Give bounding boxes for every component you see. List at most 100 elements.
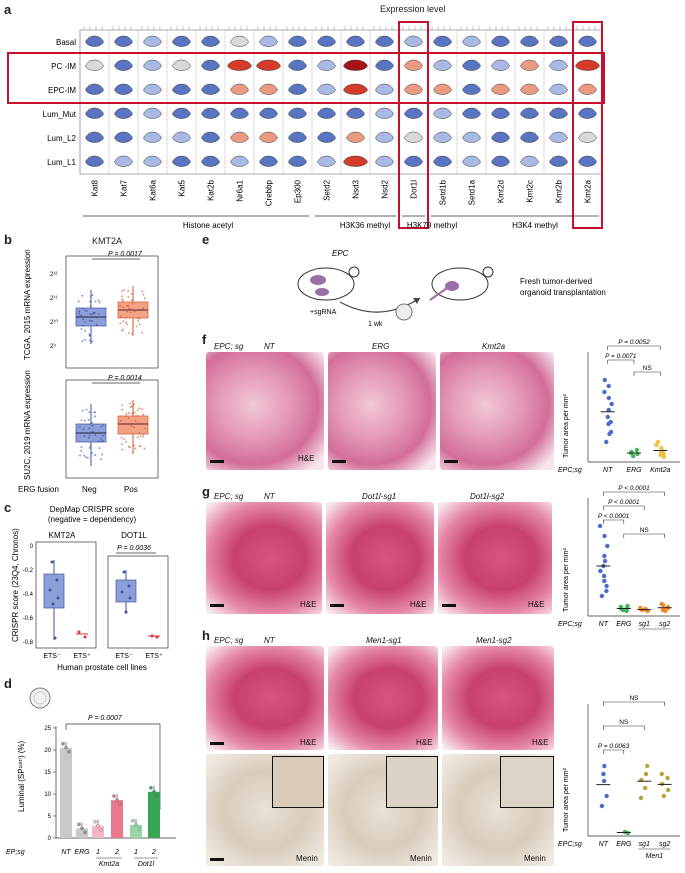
point: [601, 771, 606, 777]
violin: [259, 83, 278, 95]
scale-bar: [210, 742, 224, 745]
cat-label: NT: [603, 467, 613, 474]
violin: [259, 155, 278, 167]
panel-d-group-kmt2a: Kmt2a: [99, 861, 119, 868]
violin: [230, 83, 249, 95]
panel-g-prefix: EPC; sg: [214, 492, 244, 501]
ihc-inset: [386, 756, 438, 808]
panel-b-top-ylabel: TCGA, 2015 mRNA expression: [23, 249, 32, 360]
panel-f-label-kmt2a: Kmt2a: [482, 342, 506, 351]
point: [655, 439, 661, 445]
violin: [172, 59, 191, 71]
point: [606, 407, 611, 413]
violin: [143, 107, 162, 119]
violin: [230, 155, 249, 167]
panel-f-label-nt: NT: [264, 342, 275, 351]
violin: [549, 59, 568, 71]
violin: [375, 131, 394, 143]
point: [602, 578, 607, 584]
panel-g-label-sg2: Dot1l-sg2: [470, 492, 505, 501]
panel-c-title: DepMap CRISPR score: [50, 505, 135, 514]
point: [598, 568, 603, 574]
point: [643, 771, 649, 777]
point: [642, 785, 648, 791]
violin: [404, 107, 423, 119]
violin: [143, 155, 162, 167]
panel-d-group-dot1l: Dot1l: [138, 861, 155, 868]
violin: [491, 131, 510, 143]
violin: [256, 59, 281, 71]
bracket-label: P = 0.0052: [618, 339, 650, 346]
panel-b-tick-3: 2⁹: [50, 343, 56, 350]
panel-d-letter: d: [4, 676, 12, 691]
point: [609, 401, 614, 407]
cat-label: NT: [599, 621, 609, 628]
violin: [114, 131, 133, 143]
violin: [404, 35, 423, 47]
violin: [346, 35, 365, 47]
bracket-label: P = 0.0063: [598, 743, 630, 750]
violin: [317, 35, 336, 47]
bar: [111, 800, 123, 838]
panel-g-label-nt: NT: [264, 492, 275, 501]
point: [606, 395, 612, 401]
panel-b-tick-0: 2¹²: [50, 272, 57, 278]
gene-label: Setd2: [323, 179, 332, 200]
violin: [520, 155, 539, 167]
violin: [578, 83, 597, 95]
violin: [317, 107, 336, 119]
panel-h-label-sg1: Men1-sg1: [366, 636, 402, 645]
bracket-label: P = 0.0071: [605, 353, 637, 360]
gene-label: Nr6a1: [236, 179, 245, 201]
panel-h-letter: h: [202, 628, 210, 643]
violin: [317, 59, 336, 71]
panel-g-stain-1: H&E: [300, 600, 317, 609]
bracket-label: NS: [619, 719, 629, 726]
group-label: Histone acetyl: [183, 221, 233, 230]
group-label: H3K36 methyl: [340, 221, 390, 230]
histology-h-sg2: [442, 646, 554, 750]
gene-label: Kat6a: [149, 179, 158, 200]
panel-b-tick-2: 2¹⁰: [50, 319, 58, 326]
panel-g-scatter: Tumor area per mm² NT ERG sg1 sg2 EPC;sg P < 0…: [558, 485, 680, 630]
point: [605, 414, 611, 420]
scale-bar: [210, 858, 224, 861]
bar: [130, 824, 142, 838]
violin: [549, 155, 568, 167]
bracket-label: NS: [643, 365, 653, 372]
violin: [143, 83, 162, 95]
bar: [76, 828, 88, 838]
violin: [259, 131, 278, 143]
gene-label: Setd1a: [468, 179, 477, 205]
panel-f-stain: H&E: [298, 454, 315, 463]
panel-e-sgrna: +sgRNA: [310, 309, 337, 316]
point: [606, 383, 611, 389]
point: [602, 558, 608, 564]
ylabel: Tumor area per mm²: [563, 393, 570, 458]
row-label: Lum_L1: [47, 158, 76, 167]
panel-c-ylabel: CRISPR score (23Q4, Chronos): [11, 528, 20, 642]
violin: [172, 155, 191, 167]
panel-c-ytick-1: -0.2: [23, 568, 34, 574]
gene-label: Kat2b: [207, 179, 216, 200]
point: [601, 573, 607, 579]
panel-b-bottom-p: P = 0.0014: [108, 375, 142, 382]
violin: [491, 35, 510, 47]
group-label: Men1: [646, 853, 664, 858]
panel-d-barchart: P = 0.0007 Luminal (SP¹ᵘᵐ) (%) EP;sg Kmt…: [6, 687, 176, 868]
point: [604, 583, 609, 589]
violin: [114, 59, 133, 71]
violin: [201, 35, 220, 47]
gene-label: Nsd3: [352, 179, 361, 198]
gene-label: Kmt2c: [526, 180, 535, 203]
panel-c-left-gene: KMT2A: [49, 531, 76, 540]
point: [599, 803, 605, 809]
point: [602, 389, 607, 395]
bar-label: 1: [134, 849, 138, 856]
panel-d-p: P = 0.0007: [88, 715, 123, 722]
violin: [230, 107, 249, 119]
violin: [227, 59, 252, 71]
point: [635, 451, 640, 457]
violin: [143, 35, 162, 47]
scale-bar: [444, 460, 458, 463]
